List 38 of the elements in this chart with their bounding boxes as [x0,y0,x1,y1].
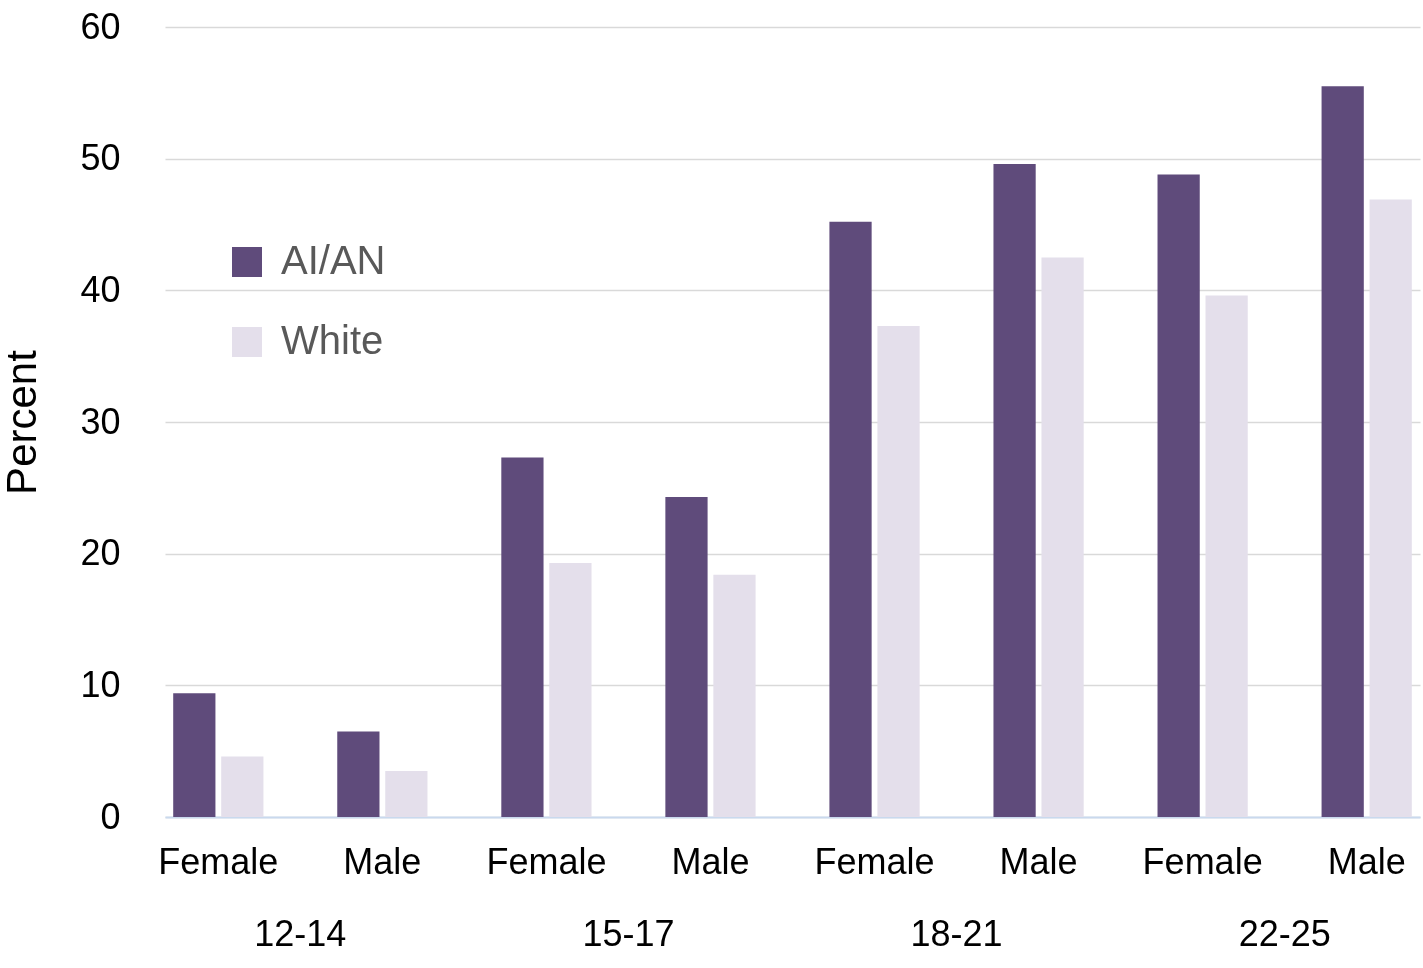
bar [877,325,920,817]
bar [1369,199,1412,817]
x-tick-label: Female [486,840,607,882]
bar [549,562,592,817]
bar [1041,257,1084,817]
bar [501,457,544,817]
bar [713,574,756,817]
y-tick-label: 60 [80,5,121,47]
text: 12-14 [254,913,347,954]
y-axis-title: Percent [0,349,46,495]
bar [385,770,428,817]
bar [337,731,380,817]
x-tick-label: Male [343,840,422,882]
text: 22-25 [1238,913,1331,954]
x-tick-label: Female [1142,840,1263,882]
x-tick-label: Female [158,840,279,882]
bar [1321,86,1364,817]
y-tick-label: 40 [80,268,121,310]
y-tick-label: 50 [80,137,121,179]
bar [993,163,1036,817]
bar [665,497,708,817]
legend-label: White [281,318,384,362]
x-tick-label: Male [671,840,750,882]
text: 18-21 [910,913,1003,954]
bar [173,693,216,817]
y-tick-label: 30 [80,400,121,442]
y-tick-label: 0 [100,795,121,837]
legend-label: AI/AN [281,238,386,282]
x-tick-label: Male [999,840,1078,882]
bar [1157,174,1200,817]
bar [221,756,264,817]
y-tick-label: 10 [80,663,121,705]
text: 15-17 [582,913,675,954]
x-tick-label: Female [814,840,935,882]
bar [829,221,872,817]
x-tick-label: Male [1327,840,1406,882]
bar [1205,295,1248,817]
y-tick-label: 20 [80,532,121,574]
